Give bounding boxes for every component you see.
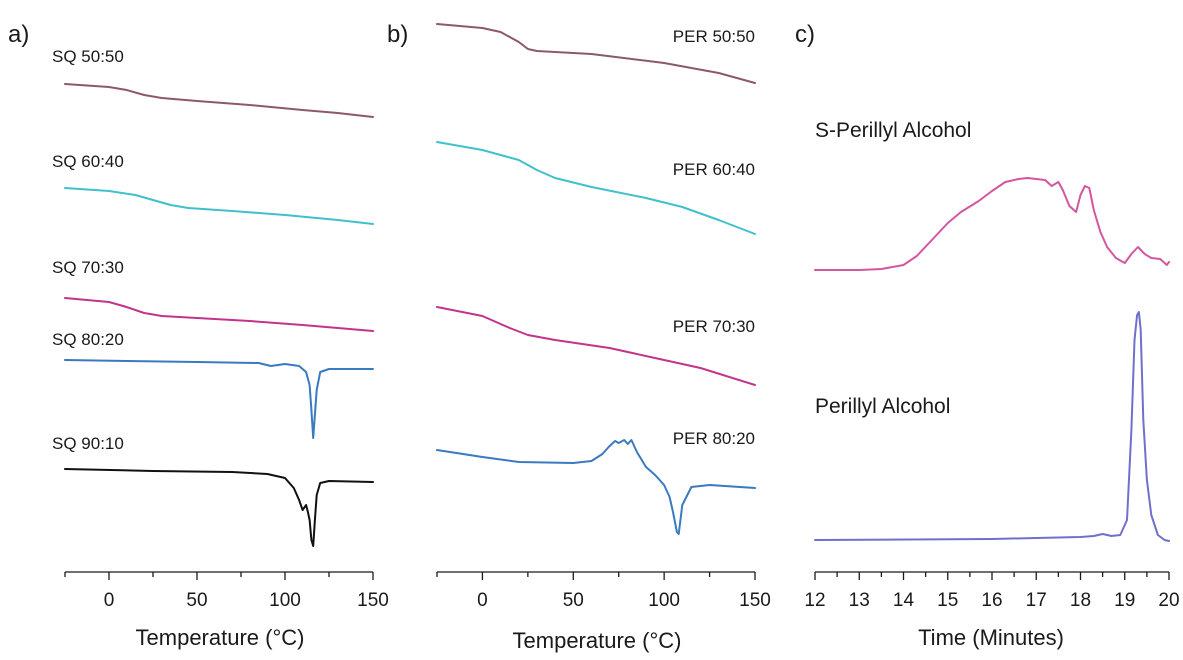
curve-sq-90-10 <box>64 468 374 547</box>
curve-per-60-40 <box>436 141 756 235</box>
panel-c-tick-label-14: 14 <box>893 590 915 611</box>
panel-c-tick-label-15: 15 <box>937 590 958 611</box>
panel-b-curves <box>436 23 756 535</box>
label-sq-50-50: SQ 50:50 <box>52 47 124 66</box>
panel-c-tick-label-12: 12 <box>804 590 825 611</box>
panel-b-tick-label-100: 100 <box>648 590 680 611</box>
panel-a-curves <box>64 83 374 547</box>
label-perillyl-alcohol: Perillyl Alcohol <box>815 395 950 418</box>
label-sq-90-10: SQ 90:10 <box>52 434 124 453</box>
panel-c-letter: c) <box>795 21 815 48</box>
panel-a-x-axis-title: Temperature (°C) <box>136 625 305 650</box>
curve-sq-70-30 <box>64 297 374 332</box>
panel-b-tick-label-0: 0 <box>477 590 488 611</box>
panel-c-tick-label-17: 17 <box>1026 590 1047 611</box>
curve-sq-50-50 <box>64 83 374 118</box>
curve-perillyl-alcohol <box>814 311 1170 542</box>
curve-per-70-30 <box>436 306 756 386</box>
panel-b-x-axis: 0 50 100 150 <box>436 571 771 611</box>
panel-a-tick-label-0: 0 <box>104 590 115 611</box>
curve-per-80-20 <box>436 439 756 535</box>
label-sq-60-40: SQ 60:40 <box>52 152 124 171</box>
panel-b-tick-label-150: 150 <box>739 590 771 611</box>
curve-sq-60-40 <box>64 187 374 225</box>
panel-c-tick-label-13: 13 <box>849 590 870 611</box>
panel-c-curves <box>814 177 1170 542</box>
panel-c-x-axis-title: Time (Minutes) <box>918 625 1064 650</box>
panel-c-tick-label-20: 20 <box>1158 590 1179 611</box>
panel-c-tick-label-18: 18 <box>1070 590 1091 611</box>
panel-c-tick-label-19: 19 <box>1114 590 1135 611</box>
panel-a-letter: a) <box>8 21 29 48</box>
curve-per-50-50 <box>436 23 756 84</box>
label-sq-70-30: SQ 70:30 <box>52 258 124 277</box>
label-per-70-30: PER 70:30 <box>673 317 755 336</box>
label-per-80-20: PER 80:20 <box>673 429 755 448</box>
panel-c-tick-label-16: 16 <box>981 590 1002 611</box>
panel-b-letter: b) <box>387 21 408 48</box>
panel-a-tick-label-100: 100 <box>269 590 301 611</box>
panel-b: b) 0 50 100 150 PER 50:50 PER 60:40 PER 70:… <box>387 21 771 653</box>
panel-a-x-axis: 0 50 100 150 <box>64 571 389 611</box>
label-sq-80-20: SQ 80:20 <box>52 330 124 349</box>
curve-sq-80-20 <box>64 359 374 439</box>
curve-s-perillyl-alcohol <box>814 177 1170 271</box>
panel-a-tick-label-50: 50 <box>186 590 207 611</box>
label-per-50-50: PER 50:50 <box>673 27 755 46</box>
panel-b-tick-label-50: 50 <box>563 590 584 611</box>
panel-c-x-axis: 12 13 14 15 16 17 18 19 20 <box>804 571 1180 611</box>
panel-c: c) 12 13 14 15 16 17 18 19 20 S-Perillyl Alcohol… <box>795 21 1180 650</box>
panel-a: a) 0 50 100 150 SQ 50:50 SQ 60:40 SQ 70:30 … <box>8 21 389 650</box>
label-s-perillyl-alcohol: S-Perillyl Alcohol <box>815 119 971 142</box>
panel-a-tick-label-150: 150 <box>357 590 389 611</box>
panel-b-x-axis-title: Temperature (°C) <box>513 628 682 653</box>
label-per-60-40: PER 60:40 <box>673 160 755 179</box>
